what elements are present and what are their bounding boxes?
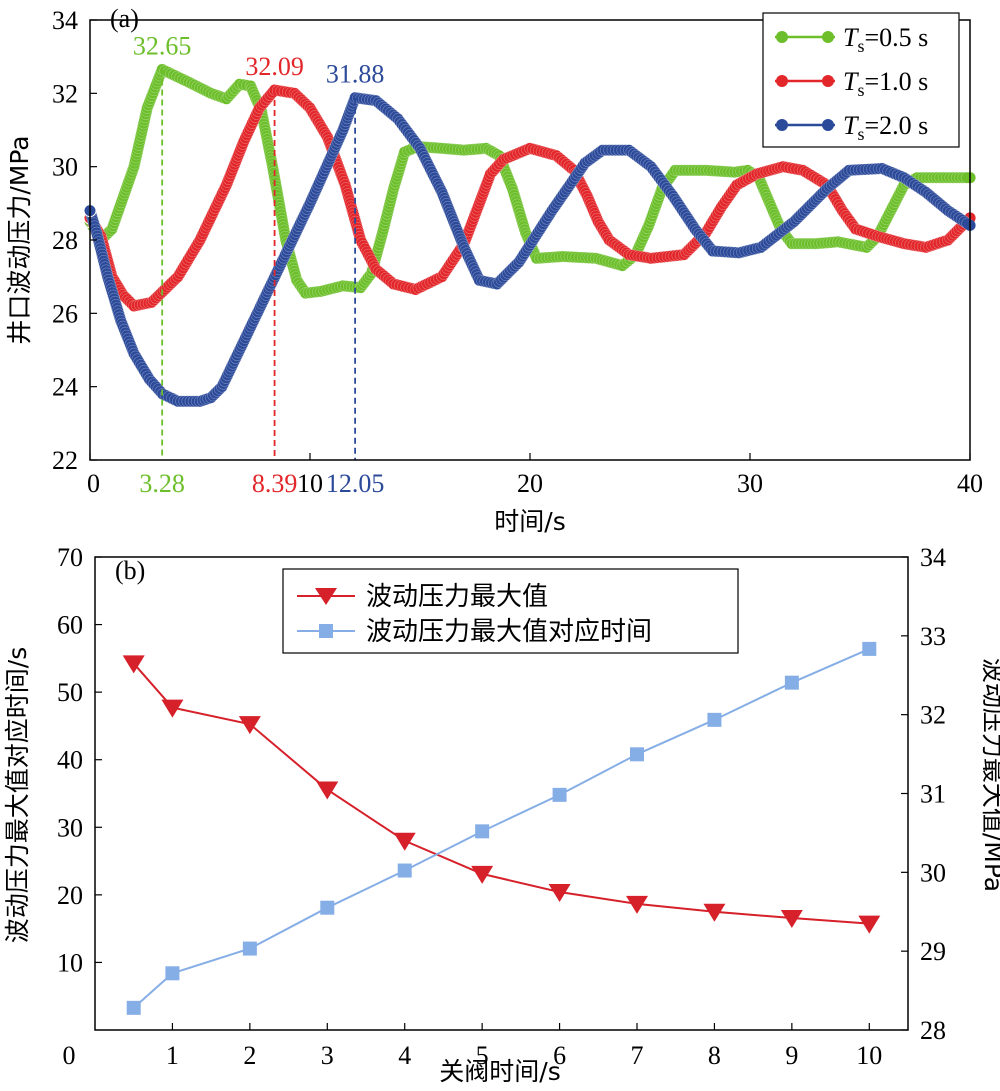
panel-b-right-y-tick-label: 28 (920, 1016, 946, 1045)
panel-b-series-marker (862, 641, 877, 656)
panel-b-right-y-axis-label: 波动压力最大值/MPa (979, 658, 1000, 892)
panel-b-right-y-tick-label: 34 (920, 543, 946, 572)
panel-b-series-1 (126, 641, 877, 1015)
panel-a-x-axis-label: 时间/s (494, 507, 565, 536)
legend-item-max-pressure-time: 波动压力最大值对应时间 (297, 617, 652, 647)
panel-b-right-y-tick-label: 31 (920, 780, 946, 809)
panel-b-series-marker (552, 787, 567, 802)
panel-a-series-2 (83, 91, 976, 408)
panel-b-series-marker (780, 910, 803, 929)
panel-b-x-tick-label: 3 (321, 1041, 334, 1070)
panel-b-left-y-tick-label: 10 (57, 948, 83, 977)
panel-b-left-y-tick-label: 60 (57, 611, 83, 640)
panel-b-left-y-tick-label: 50 (57, 678, 83, 707)
panel-b-series-marker (242, 941, 257, 956)
panel-b-x-tick-label: 0 (63, 1041, 76, 1070)
panel-a-y-tick-label: 30 (52, 153, 78, 182)
svg-text:Ts=1.0 s: Ts=1.0 s (843, 67, 928, 100)
panel-b-x-tick-label: 7 (631, 1041, 644, 1070)
panel-a-label: (a) (110, 4, 139, 33)
panel-b-x-tick-label: 5 (476, 1041, 489, 1070)
panel-b-x-tick-label: 8 (708, 1041, 721, 1070)
panel-b-x-tick-label: 2 (243, 1041, 256, 1070)
panel-a-peak-guides: 32.65 3.28 32.09 8.39 31.88 12.05 (133, 32, 384, 499)
panel-b-series-marker (475, 824, 490, 839)
panel-b-series-marker (316, 781, 339, 800)
panel-b-series-marker (471, 865, 494, 884)
panel-a-peak-value-label: 31.88 (326, 60, 385, 89)
panel-b-chart: 0 1 2 3 4 5 6 7 8 9 101020304050607028293031323334… (3, 543, 1000, 1086)
panel-a-ticks: 22 24 26 28 30 32 34 0 10 20 30 40 (52, 6, 983, 498)
panel-a-y-tick-label: 32 (52, 79, 78, 108)
panel-a-peak-value-label: 32.65 (133, 32, 192, 61)
panel-a-y-tick-label: 26 (52, 299, 78, 328)
panel-a-x-tick-label: 30 (737, 469, 763, 498)
panel-b-right-y-tick-label: 30 (920, 858, 946, 887)
panel-b-series-marker (784, 675, 799, 690)
panel-b-x-tick-label: 1 (166, 1041, 179, 1070)
panel-b-x-tick-label: 9 (785, 1041, 798, 1070)
panel-b-right-y-tick-label: 29 (920, 937, 946, 966)
panel-a-y-tick-label: 22 (52, 446, 78, 475)
panel-b-series-marker (165, 966, 180, 981)
panel-a-x-tick-label: 0 (87, 469, 100, 498)
panel-b-series-line (132, 662, 870, 925)
panel-b-series-marker (161, 699, 184, 718)
panel-b-series-marker (703, 903, 726, 922)
panel-b-series-group (122, 641, 881, 1015)
panel-a-series-group (83, 63, 976, 408)
panel-a-y-tick-label: 24 (52, 373, 78, 402)
panel-b-series-marker (397, 863, 412, 878)
svg-text:Ts=0.5 s: Ts=0.5 s (843, 23, 928, 56)
panel-a-y-tick-label: 28 (52, 226, 78, 255)
svg-text:波动压力最大值: 波动压力最大值 (366, 582, 548, 612)
panel-a-peak-time-label: 12.05 (326, 469, 385, 498)
panel-b-series-marker (548, 884, 571, 903)
panel-b-x-axis-label: 关阀时间/s (439, 1057, 560, 1086)
panel-a-y-tick-label: 34 (52, 6, 78, 35)
legend-item-ts-1.0: Ts=1.0 s (775, 67, 928, 100)
panel-a-x-tick-label: 20 (517, 469, 543, 498)
panel-b-x-tick-label: 10 (856, 1041, 882, 1070)
panel-b-left-y-axis-label: 波动压力最大值对应时间/s (3, 647, 32, 943)
panel-b-series-marker (858, 915, 881, 934)
panel-a-peak-time-label: 3.28 (139, 469, 185, 498)
panel-b-left-y-tick-label: 20 (57, 881, 83, 910)
panel-a-x-tick-label: 10 (297, 469, 323, 498)
svg-text:Ts=2.0 s: Ts=2.0 s (843, 111, 928, 144)
panel-b-series-marker (126, 1000, 141, 1015)
panel-b-legend-box (282, 568, 739, 654)
panel-b-x-tick-label: 4 (398, 1041, 411, 1070)
panel-a-peak-value-label: 32.09 (245, 52, 304, 81)
panel-b-series-0 (122, 655, 881, 934)
panel-b-legend: 波动压力最大值 波动压力最大值对应时间 (282, 568, 739, 654)
svg-text:波动压力最大值对应时间: 波动压力最大值对应时间 (366, 617, 652, 647)
panel-b-series-marker (626, 895, 648, 914)
panel-b-series-marker (707, 712, 722, 727)
panel-b-left-y-tick-label: 70 (57, 543, 83, 572)
panel-b-label: (b) (115, 556, 145, 585)
panel-b-right-y-tick-label: 33 (920, 622, 946, 651)
panel-b-series-marker (393, 832, 416, 851)
panel-a-x-tick-label: 40 (957, 469, 983, 498)
panel-a-legend: Ts=0.5 s Ts=1.0 s Ts=2.0 s (762, 12, 960, 148)
panel-b-series-marker (320, 900, 335, 915)
panel-a-y-axis-label: 井口波动压力/MPa (5, 135, 34, 344)
panel-b-right-y-tick-label: 32 (920, 701, 946, 730)
panel-b-series-marker (630, 747, 644, 762)
legend-item-ts-2.0: Ts=2.0 s (775, 111, 928, 144)
panel-b-left-y-tick-label: 30 (57, 813, 83, 842)
panel-b-series-marker (122, 655, 145, 674)
legend-item-ts-0.5: Ts=0.5 s (775, 23, 928, 56)
panel-a-peak-time-label: 8.39 (252, 469, 298, 498)
panel-a-chart: 32.65 3.28 32.09 8.39 31.88 12.05 22 24 26 28 30 3… (5, 4, 983, 536)
panel-b-x-tick-label: 6 (553, 1041, 566, 1070)
panel-b-series-marker (238, 716, 261, 735)
panel-b-left-y-tick-label: 40 (57, 746, 83, 775)
legend-item-max-pressure: 波动压力最大值 (297, 582, 548, 612)
